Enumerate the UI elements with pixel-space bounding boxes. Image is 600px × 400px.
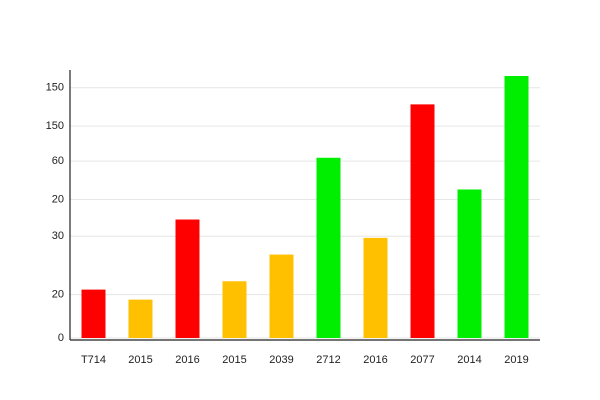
bar (316, 157, 341, 338)
y-tick-label: 0 (58, 332, 64, 344)
bar (269, 254, 294, 338)
x-tick-label: 2015 (222, 354, 246, 366)
bar (222, 281, 247, 338)
x-tick-label: 2712 (316, 354, 340, 366)
x-tick-label: 2016 (175, 354, 199, 366)
bar (175, 219, 200, 338)
x-tick-label: 2077 (410, 354, 434, 366)
y-tick-label: 20 (52, 289, 64, 301)
x-tick-label: 2016 (363, 354, 387, 366)
bar (128, 299, 153, 338)
y-tick-label: 150 (46, 120, 64, 132)
x-tick-label: T714 (81, 354, 106, 366)
bar (363, 237, 388, 338)
x-tick-label: 2015 (128, 354, 152, 366)
bar (504, 76, 529, 338)
x-tick-label: 2014 (457, 354, 481, 366)
y-tick-label: 60 (52, 155, 64, 167)
y-tick-label: 150 (46, 82, 64, 94)
y-tick-label: 20 (52, 193, 64, 205)
y-tick-label: 30 (52, 230, 64, 242)
bar (81, 289, 106, 338)
x-tick-label: 2019 (504, 354, 528, 366)
bar (410, 104, 435, 338)
bar (457, 189, 482, 338)
x-tick-label: 2039 (269, 354, 293, 366)
